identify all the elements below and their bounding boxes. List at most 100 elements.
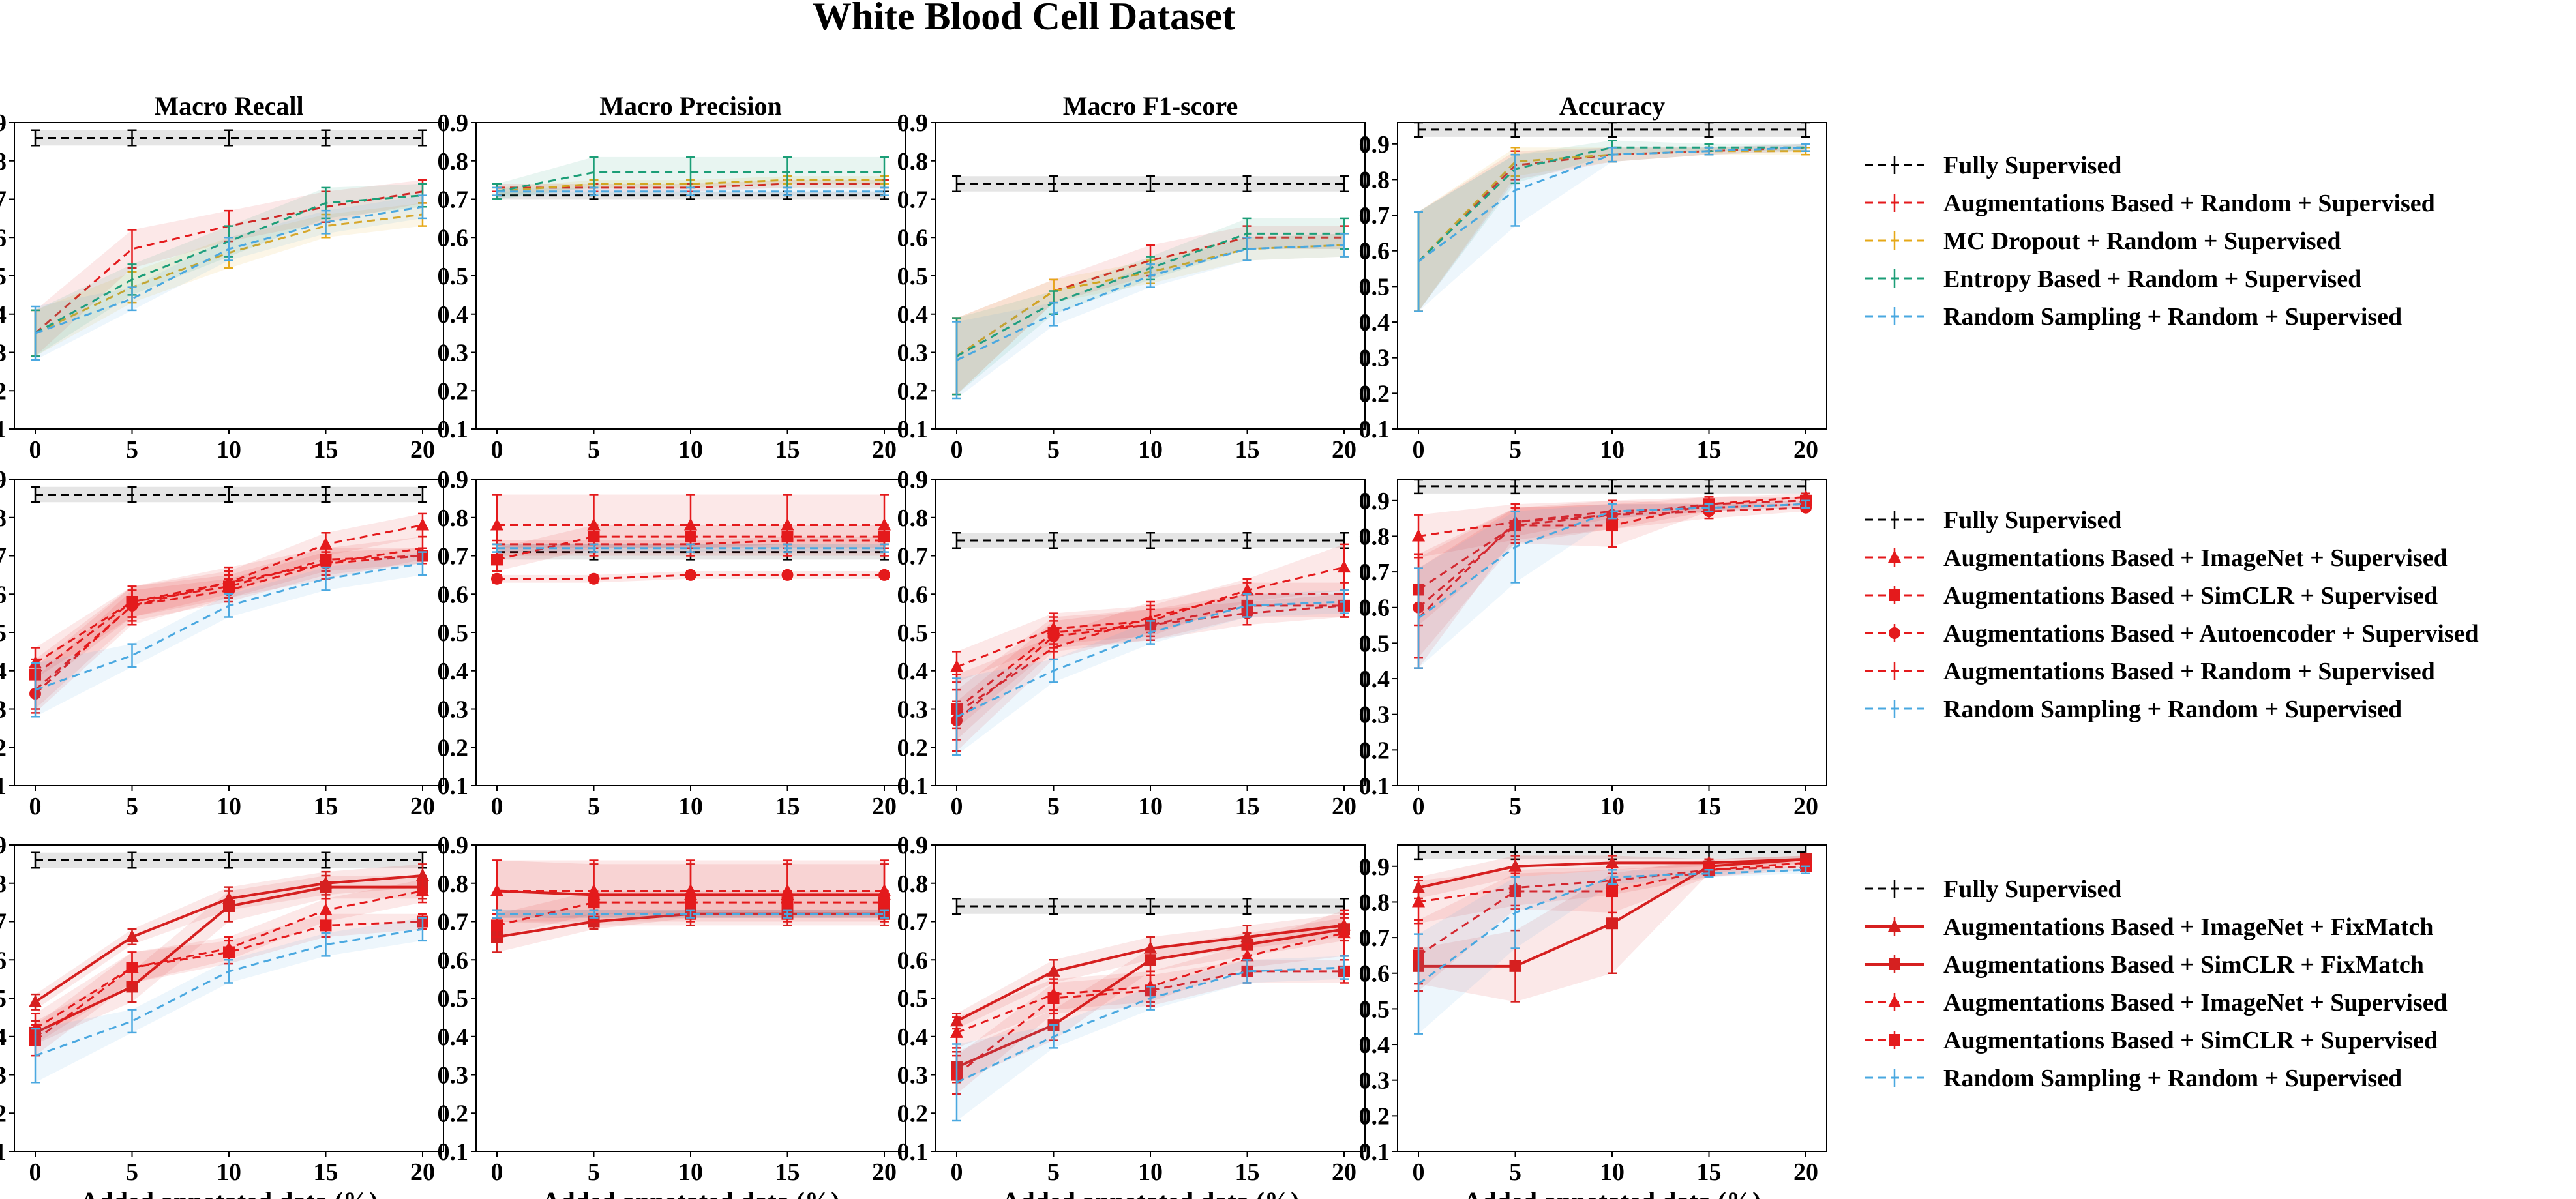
x-tick-label: 10 [678,436,703,464]
legend-label: Random Sampling + Random + Supervised [1943,303,2402,331]
chart-panel: Macro Precision 0.1 0.2 0.3 0.4 0.5 0.6 0.7 0.8 0… [438,91,906,464]
x-tick-label: 15 [1235,1159,1260,1186]
y-tick-label: 0.8 [897,870,929,898]
legend-marker [1889,589,1900,601]
legend-entry: Augmentations Based + ImageNet + Supervi… [1865,989,2448,1016]
panel-title: Macro F1-score [1063,91,1238,121]
x-tick-label: 20 [872,436,897,464]
error-band [957,218,1344,395]
y-tick-label: 0.4 [897,1024,929,1051]
y-tick-label: 0.3 [438,1062,469,1089]
x-tick-label: 5 [126,436,138,464]
error-band [35,552,423,717]
x-tick-label: 0 [29,793,42,820]
data-point [685,569,696,581]
y-tick-label: 0.9 [1359,853,1390,881]
y-tick-label: 0.5 [1359,273,1390,301]
data-point [490,518,503,531]
x-tick-label: 5 [588,793,600,820]
chart-panel: 0.1 0.2 0.3 0.4 0.5 0.6 0.7 0.8 0.9 0 5 10 15 20 [0,466,444,820]
data-point [950,1025,963,1038]
x-tick-label: 10 [1138,1159,1163,1186]
x-tick-label: 20 [1332,1159,1356,1186]
y-tick-label: 0.9 [0,466,7,494]
data-point [125,930,139,942]
y-tick-label: 0.6 [0,224,7,252]
legend-entry: Augmentations Based + SimCLR + Supervise… [1865,582,2438,610]
x-tick-label: 10 [217,1159,241,1186]
x-tick-label: 15 [314,436,338,464]
series [952,898,1349,915]
legend-label: Augmentations Based + ImageNet + Supervi… [1943,989,2448,1016]
y-tick-label: 0.7 [438,186,469,214]
legend-entry: Fully Supervised [1865,152,2121,179]
chart-panel: 0.1 0.2 0.3 0.4 0.5 0.6 0.7 0.8 0.9 0 5 10 15 20 [1359,479,1827,820]
x-tick-label: 0 [29,1159,42,1186]
y-tick-label: 0.5 [1359,630,1390,657]
x-axis-label: Added annotated data (%) [542,1187,840,1199]
y-tick-label: 0.2 [897,377,929,405]
legend-label: Fully Supervised [1943,152,2121,179]
y-tick-label: 0.5 [0,263,7,290]
legend-entry: Augmentations Based + Random + Supervise… [1865,658,2435,685]
data-point [319,537,333,550]
x-tick-label: 15 [314,793,338,820]
y-tick-label: 0.9 [1359,131,1390,158]
y-tick-label: 0.3 [0,1062,7,1089]
y-tick-label: 0.7 [0,186,7,214]
series [31,486,427,503]
y-tick-label: 0.6 [1359,238,1390,265]
chart-panel: 0.1 0.2 0.3 0.4 0.5 0.6 0.7 0.8 0.9 0 5 10 15 20 Added… [438,832,906,1199]
y-tick-label: 0.3 [1359,345,1390,372]
y-tick-label: 0.6 [0,947,7,974]
y-tick-label: 0.7 [1359,925,1390,952]
y-tick-label: 0.5 [438,619,469,647]
y-tick-label: 0.2 [1359,737,1390,764]
y-tick-label: 0.5 [438,263,469,290]
error-band [35,184,423,357]
data-point [781,883,794,896]
x-tick-label: 0 [951,436,963,464]
series-line [1418,496,1806,537]
data-point [587,518,601,531]
x-tick-label: 20 [872,1159,897,1186]
x-tick-label: 0 [1413,436,1425,464]
y-tick-label: 0.1 [897,773,929,800]
y-tick-label: 0.8 [0,870,7,898]
legend-label: Random Sampling + Random + Supervised [1943,696,2402,723]
series-line [1418,861,1806,903]
data-point [1412,529,1425,542]
data-point [319,902,333,915]
y-tick-label: 0.7 [897,186,929,214]
series-line [956,970,1344,1076]
y-tick-label: 0.8 [897,148,929,175]
y-tick-label: 0.6 [438,224,469,252]
data-point [126,981,138,993]
x-tick-label: 10 [1138,436,1163,464]
y-tick-label: 0.4 [438,1024,469,1051]
legend-entry: Random Sampling + Random + Supervised [1865,303,2402,331]
x-tick-label: 5 [1047,793,1060,820]
x-tick-label: 10 [1600,793,1625,820]
series [952,175,1349,192]
series [1414,499,1810,669]
y-tick-label: 0.7 [438,543,469,570]
data-point [1144,941,1157,954]
x-tick-label: 5 [1509,436,1521,464]
series [31,917,427,1084]
x-tick-label: 0 [951,1159,963,1186]
data-point [1509,960,1521,972]
series [952,589,1349,756]
y-tick-label: 0.5 [897,985,929,1013]
data-point [1606,917,1618,930]
legend: Fully Supervised Augmentations Based + Ra… [1865,152,2435,331]
y-tick-label: 0.1 [438,416,469,443]
chart-panel: Macro Recall 0.1 0.2 0.3 0.4 0.5 0.6 0.7 0.8 0.9 0… [0,91,444,464]
x-tick-label: 0 [491,793,503,820]
data-point [416,883,429,896]
data-point [588,572,600,585]
x-tick-label: 15 [1697,436,1722,464]
data-point [320,919,332,932]
series-line [496,171,884,193]
data-point [416,868,429,881]
